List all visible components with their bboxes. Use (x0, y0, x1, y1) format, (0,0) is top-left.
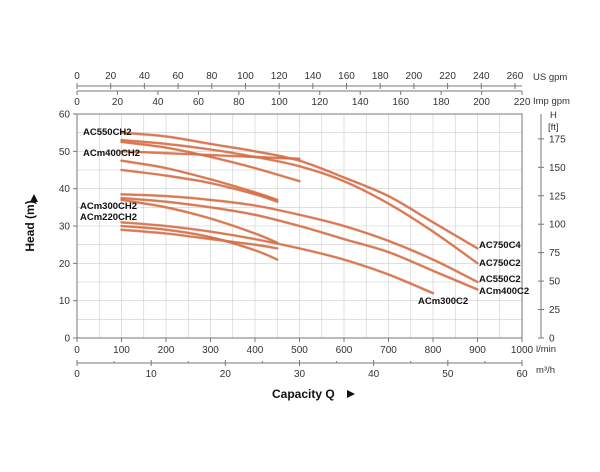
curve-6 (120, 228, 279, 250)
x-tick-impgpm: 100 (271, 97, 288, 108)
x-unit-lmin: l/min (536, 344, 556, 355)
x-tick-m3h: 0 (74, 369, 80, 380)
y-tick-ft: 75 (549, 248, 561, 259)
x-tick-lmin: 500 (291, 345, 308, 356)
series-label-ac550c2: AC550C2 (479, 274, 521, 285)
y-tick-m: 10 (59, 296, 71, 307)
series-label-acm220ch2: ACm220CH2 (80, 212, 137, 223)
x-tick-impgpm: 120 (311, 97, 328, 108)
x-tick-m3h: 20 (220, 369, 232, 380)
x-tick-lmin: 300 (202, 345, 219, 356)
y-tick-m: 50 (59, 147, 71, 158)
x-tick-m3h: 50 (442, 369, 454, 380)
x-tick-impgpm: 0 (74, 97, 80, 108)
x-unit-impgpm: Imp gpm (533, 96, 570, 107)
x-tick-lmin: 0 (74, 345, 80, 356)
x-unit-m3h: m³/h (536, 365, 555, 376)
x-tick-lmin: 900 (469, 345, 486, 356)
x-tick-usgpm: 40 (139, 71, 151, 82)
x-tick-usgpm: 60 (173, 71, 185, 82)
y-tick-m: 0 (64, 334, 70, 345)
x-tick-lmin: 800 (425, 345, 442, 356)
x-tick-lmin: 400 (247, 345, 264, 356)
y-tick-ft: 100 (549, 220, 566, 231)
x-tick-usgpm: 0 (74, 71, 80, 82)
x-tick-lmin: 700 (380, 345, 397, 356)
x-tick-lmin: 1000 (511, 345, 534, 356)
x-tick-m3h: 40 (368, 369, 380, 380)
x-tick-impgpm: 200 (473, 97, 490, 108)
y-tick-m: 60 (59, 110, 71, 121)
x-unit-usgpm: US gpm (533, 72, 567, 83)
x-tick-usgpm: 100 (237, 71, 254, 82)
x-tick-usgpm: 120 (271, 71, 288, 82)
series-label-ac750c4: AC750C4 (479, 240, 521, 251)
y-tick-ft: 50 (549, 277, 561, 288)
x-tick-usgpm: 220 (439, 71, 456, 82)
series-label-acm400c2: ACm400C2 (479, 286, 529, 297)
x-tick-m3h: 60 (516, 369, 528, 380)
curve-11 (120, 221, 434, 294)
curve-3 (120, 169, 279, 203)
series-label-ac550ch2: AC550CH2 (83, 127, 132, 138)
x-tick-impgpm: 140 (352, 97, 369, 108)
x-tick-impgpm: 80 (233, 97, 245, 108)
x-tick-impgpm: 60 (193, 97, 205, 108)
x-tick-lmin: 100 (113, 345, 130, 356)
x-tick-impgpm: 20 (112, 97, 124, 108)
x-tick-usgpm: 180 (372, 71, 389, 82)
series-label-ac750c2: AC750C2 (479, 258, 521, 269)
curves (120, 131, 479, 295)
x-tick-usgpm: 240 (473, 71, 490, 82)
curve-2 (120, 159, 279, 201)
curve-5 (120, 225, 279, 261)
y-tick-m: 30 (59, 222, 71, 233)
y-tick-ft: 0 (549, 334, 555, 345)
series-label-acm300c2: ACm300C2 (418, 296, 468, 307)
x-tick-usgpm: 260 (507, 71, 524, 82)
y-unit-ft-h: H (550, 110, 557, 121)
axes (73, 83, 544, 366)
y-unit-ft: [ft] (548, 122, 559, 133)
y-tick-ft: 25 (549, 305, 561, 316)
x-axis-title-arrow-icon (347, 390, 355, 398)
y-tick-ft: 150 (549, 163, 566, 174)
y-tick-m: 40 (59, 184, 71, 195)
y-axis-title: Head (m) (23, 200, 37, 251)
y-tick-ft: 125 (549, 191, 566, 202)
x-tick-impgpm: 180 (433, 97, 450, 108)
x-axis-title: Capacity Q (272, 387, 335, 401)
series-label-acm300ch2: ACm300CH2 (80, 201, 137, 212)
series-label-acm400ch2: ACm400CH2 (83, 148, 140, 159)
x-tick-m3h: 10 (146, 369, 158, 380)
y-axis-title-arrow-icon (30, 194, 38, 202)
y-tick-ft: 175 (549, 134, 566, 145)
curve-4 (120, 199, 279, 244)
x-tick-impgpm: 160 (392, 97, 409, 108)
x-tick-lmin: 600 (336, 345, 353, 356)
curve-0 (120, 141, 301, 182)
x-tick-usgpm: 160 (338, 71, 355, 82)
curve-1 (120, 150, 301, 160)
curve-9 (120, 193, 479, 283)
x-tick-lmin: 200 (158, 345, 175, 356)
x-tick-impgpm: 40 (152, 97, 164, 108)
curve-7 (120, 131, 479, 250)
y-tick-m: 20 (59, 259, 71, 270)
x-tick-impgpm: 220 (514, 97, 531, 108)
x-tick-usgpm: 80 (206, 71, 218, 82)
x-tick-usgpm: 140 (304, 71, 321, 82)
curve-10 (120, 197, 479, 291)
curve-8 (120, 139, 479, 265)
x-tick-usgpm: 200 (406, 71, 423, 82)
x-tick-usgpm: 20 (105, 71, 117, 82)
curve-shadow-3 (120, 168, 279, 203)
x-tick-m3h: 30 (294, 369, 306, 380)
